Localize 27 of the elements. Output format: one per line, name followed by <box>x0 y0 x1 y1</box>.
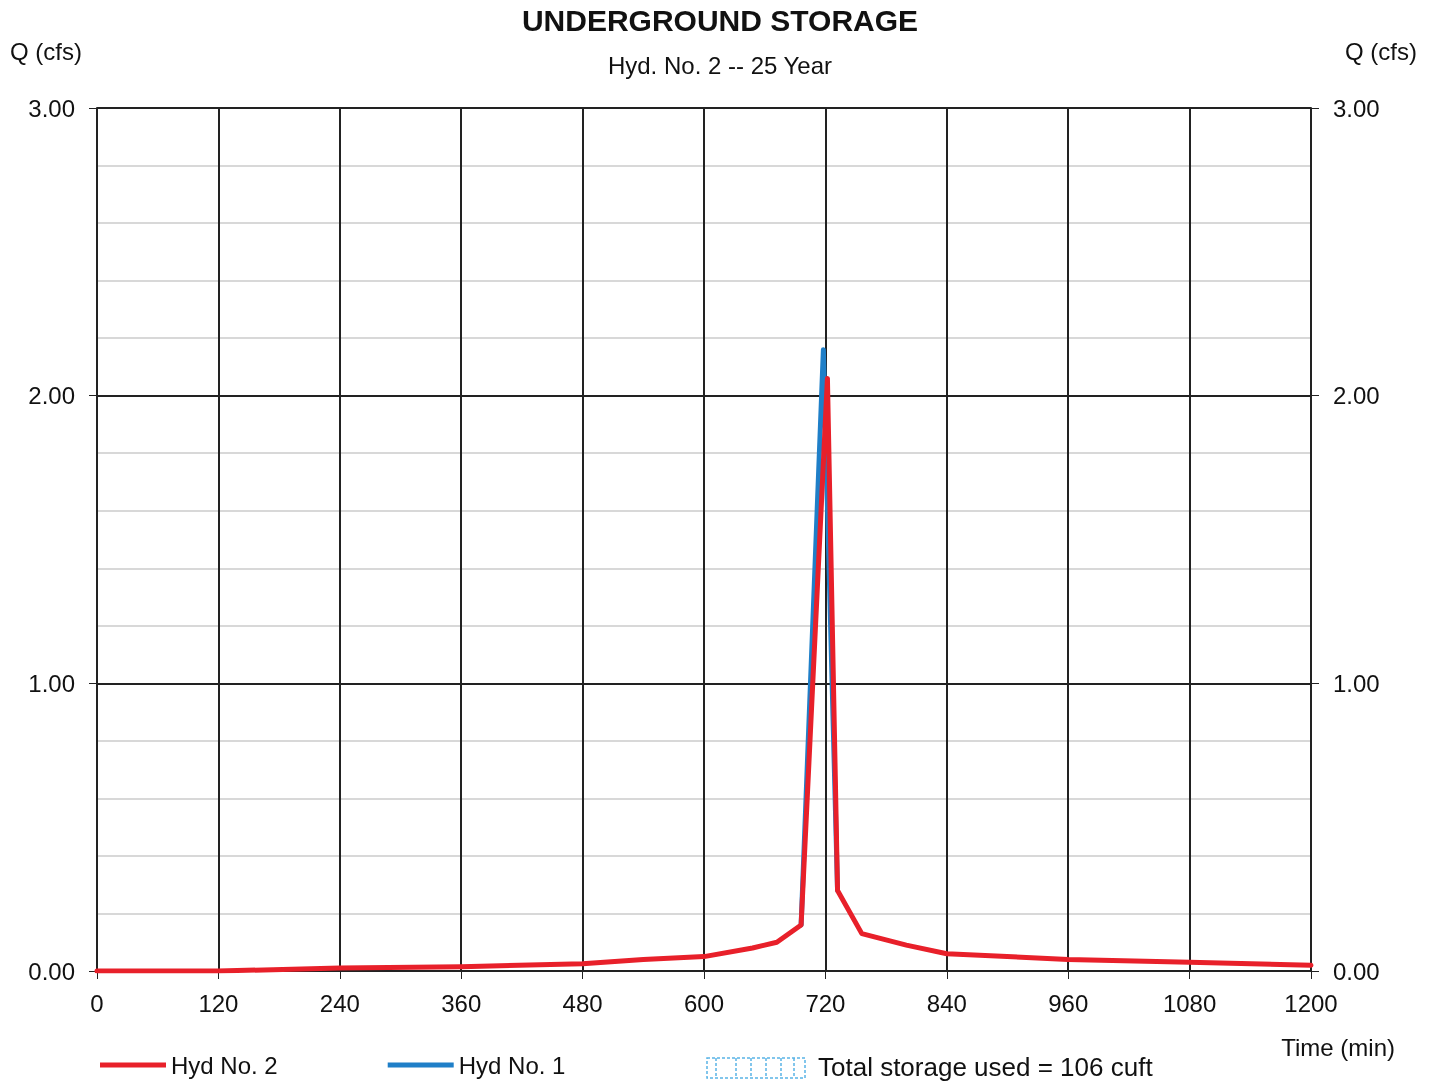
legend-label: Hyd No. 1 <box>458 1051 566 1079</box>
y2-tick-label: 0.00 <box>1333 957 1380 985</box>
x-tick-label: 360 <box>441 989 482 1017</box>
y-tick-label: 0.00 <box>28 957 75 985</box>
y-tick-label: 3.00 <box>28 94 75 122</box>
x-axis-title: Time (min) <box>1281 1033 1395 1061</box>
y2-tick-label: 1.00 <box>1333 669 1380 697</box>
x-tick-label: 840 <box>926 989 967 1017</box>
legend-label: Hyd No. 2 <box>171 1051 278 1079</box>
chart-subtitle: Hyd. No. 2 -- 25 Year <box>607 51 833 79</box>
text: Total storage used = 106 cuft <box>818 1052 1153 1083</box>
x-tick-label: 1080 <box>1162 989 1217 1017</box>
y-tick-label: 2.00 <box>28 382 75 410</box>
x-tick-label: 720 <box>805 989 846 1017</box>
x-tick-label: 480 <box>562 989 603 1017</box>
x-tick-label: 600 <box>683 989 725 1017</box>
x-tick-label: 0 <box>90 989 104 1017</box>
x-tick-label: 960 <box>1048 989 1089 1017</box>
chart-title: UNDERGROUND STORAGE <box>521 3 919 37</box>
y-tick-label: 1.00 <box>28 669 75 697</box>
x-tick-label: 120 <box>198 989 239 1017</box>
y2-axis-title: Q (cfs) <box>1345 37 1418 65</box>
y-axis-title: Q (cfs) <box>10 37 82 65</box>
y2-tick-label: 3.00 <box>1333 94 1380 122</box>
y2-tick-label: 2.00 <box>1333 382 1380 410</box>
x-tick-label: 240 <box>319 989 360 1017</box>
x-tick-label: 1200 <box>1284 989 1338 1017</box>
